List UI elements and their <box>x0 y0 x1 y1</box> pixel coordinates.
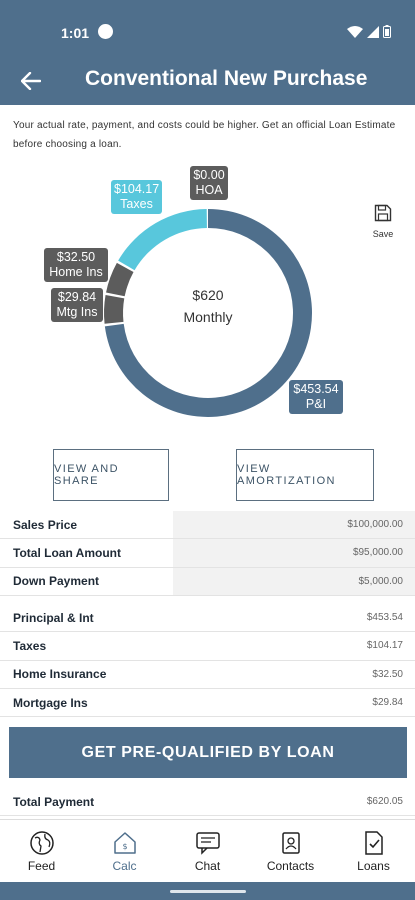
callout-p-and-i: $453.54 P&I <box>289 380 343 414</box>
callout-p-and-i-label: P&I <box>305 397 327 411</box>
nav-label-feed: Feed <box>27 859 56 873</box>
view-and-share-button[interactable]: VIEW AND SHARE <box>53 449 169 501</box>
chat-icon <box>195 832 220 855</box>
table-row: Down Payment $5,000.00 <box>0 567 415 596</box>
nav-label-loans: Loans <box>357 859 390 873</box>
table-row: Total Payment $620.05 <box>0 788 415 817</box>
home-insurance-label: Home Insurance <box>13 667 107 682</box>
total-payment-label: Total Payment <box>13 794 95 809</box>
callout-hoa-label: HOA <box>195 183 223 197</box>
signal-icon <box>367 25 379 38</box>
sales-price-label: Sales Price <box>13 517 78 532</box>
app-bar: Conventional New Purchase <box>0 60 415 105</box>
nav-item-chat[interactable]: Chat <box>166 820 249 882</box>
chart-center-label: Monthly <box>183 309 233 325</box>
callout-mtg-ins: $29.84 Mtg Ins <box>51 288 103 322</box>
page-title: Conventional New Purchase <box>85 67 368 90</box>
status-indicators <box>347 25 391 38</box>
wifi-icon <box>347 25 363 38</box>
mortgage-ins-label: Mortgage Ins <box>13 695 88 710</box>
disclaimer-text: Your actual rate, payment, and costs cou… <box>13 120 396 150</box>
battery-icon <box>383 25 391 38</box>
mortgage-ins-value: $29.84 <box>173 688 415 717</box>
chart-center-amount: $620 <box>192 287 224 303</box>
back-button[interactable] <box>14 64 48 98</box>
principal-int-value: $453.54 <box>173 604 415 632</box>
total-loan-amount-label: Total Loan Amount <box>13 545 121 560</box>
payment-breakdown-table: Principal & Int $453.54 Taxes $104.17 Ho… <box>0 604 415 718</box>
status-time: 1:01 <box>61 25 90 41</box>
nav-item-contacts[interactable]: Contacts <box>249 820 332 882</box>
total-payment-value: $620.05 <box>173 788 415 816</box>
callout-home-ins-label: Home Ins <box>49 265 103 279</box>
donut-slice-taxes <box>118 209 207 271</box>
nav-label-chat: Chat <box>194 859 221 873</box>
home-gesture-handle[interactable] <box>170 890 246 893</box>
taxes-label: Taxes <box>13 638 47 653</box>
nav-label-calc: Calc <box>112 859 137 873</box>
callout-taxes: $104.17 Taxes <box>111 180 162 214</box>
donut-slice-mtg-ins <box>104 295 125 324</box>
status-bar: 1:01 <box>0 0 415 60</box>
callout-mtg-ins-value: $29.84 <box>57 290 97 304</box>
table-row: Taxes $104.17 <box>0 632 415 661</box>
loan-summary-table: Sales Price $100,000.00 Total Loan Amoun… <box>0 511 415 596</box>
notification-app-icon <box>98 24 113 39</box>
taxes-value: $104.17 <box>173 632 415 660</box>
callout-home-ins: $32.50 Home Ins <box>44 248 108 282</box>
contacts-icon <box>281 832 300 854</box>
loans-icon <box>364 831 383 855</box>
table-row: Total Loan Amount $95,000.00 <box>0 539 415 568</box>
down-payment-label: Down Payment <box>13 574 100 589</box>
callout-taxes-value: $104.17 <box>114 182 160 196</box>
bottom-navigation: Feed $ Calc Chat Contacts Loans <box>0 819 415 882</box>
save-label: Save <box>372 229 394 239</box>
nav-label-contacts: Contacts <box>266 859 315 873</box>
principal-int-label: Principal & Int <box>13 610 94 625</box>
home-insurance-value: $32.50 <box>173 660 415 688</box>
callout-hoa: $0.00 HOA <box>190 166 228 200</box>
callout-hoa-value: $0.00 <box>193 168 225 182</box>
nav-item-feed[interactable]: Feed <box>0 820 83 882</box>
down-payment-value: $5,000.00 <box>173 567 415 595</box>
svg-text:$: $ <box>122 842 127 851</box>
total-loan-amount-value: $95,000.00 <box>173 539 415 567</box>
nav-item-loans[interactable]: Loans <box>332 820 415 882</box>
nav-item-calc[interactable]: $ Calc <box>83 820 166 882</box>
table-row: Principal & Int $453.54 <box>0 604 415 633</box>
callout-home-ins-value: $32.50 <box>56 250 96 264</box>
table-row: Home Insurance $32.50 <box>0 660 415 689</box>
feed-icon <box>29 831 54 855</box>
donut-slice-home-ins <box>106 262 134 297</box>
save-button[interactable]: Save <box>368 204 398 239</box>
callout-p-and-i-value: $453.54 <box>293 382 339 396</box>
payment-donut-chart <box>104 209 312 417</box>
system-navigation-bar <box>0 882 415 900</box>
get-prequalified-button[interactable]: GET PRE-QUALIFIED BY LOAN <box>9 727 407 778</box>
callout-taxes-label: Taxes <box>120 197 153 211</box>
arrow-left-icon <box>21 72 41 90</box>
save-icon <box>374 204 392 222</box>
callout-mtg-ins-label: Mtg Ins <box>56 305 98 319</box>
calc-icon: $ <box>113 832 136 854</box>
total-payment-table: Total Payment $620.05 <box>0 788 415 817</box>
sales-price-value: $100,000.00 <box>173 511 415 539</box>
table-row: Sales Price $100,000.00 <box>0 511 415 540</box>
table-row: Mortgage Ins $29.84 <box>0 688 415 718</box>
view-amortization-button[interactable]: VIEW AMORTIZATION <box>236 449 374 501</box>
